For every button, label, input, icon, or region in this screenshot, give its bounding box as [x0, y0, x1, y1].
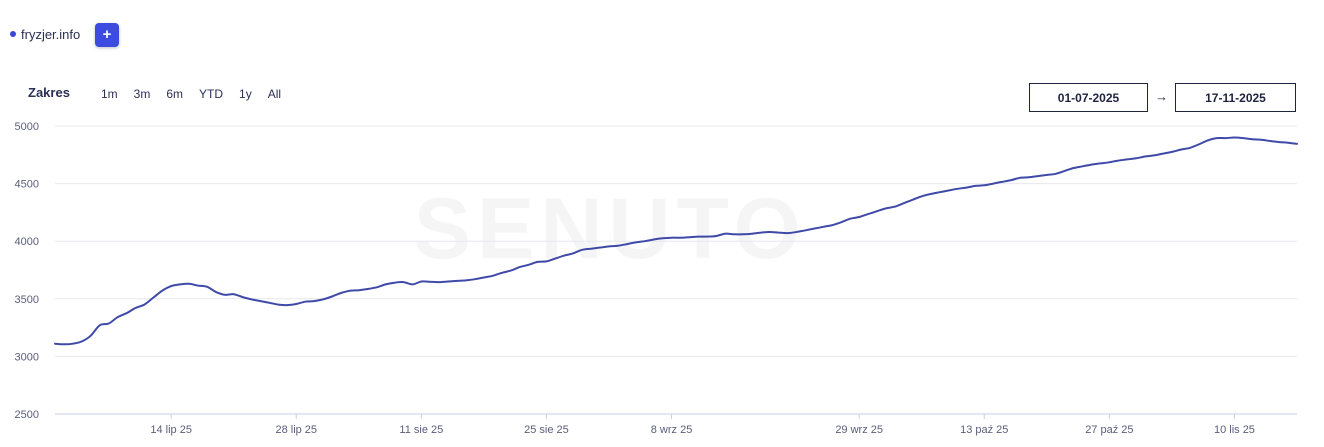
x-tick-label: 27 paź 25 — [1085, 424, 1133, 436]
y-tick-label: 5000 — [15, 121, 39, 133]
range-option-ytd[interactable]: YTD — [199, 87, 224, 101]
range-options: 1m 3m 6m YTD 1y All — [93, 87, 289, 101]
date-to-input[interactable]: 17-11-2025 — [1175, 83, 1296, 112]
range-option-1m[interactable]: 1m — [101, 87, 118, 101]
legend-label[interactable]: fryzjer.info — [21, 26, 81, 42]
range-option-3m[interactable]: 3m — [133, 87, 151, 101]
y-axis: 2500 3000 3500 4000 4500 5000 — [15, 121, 39, 421]
y-tick-label: 4000 — [15, 236, 39, 248]
x-tick-label: 25 sie 25 — [524, 424, 569, 436]
add-domain-button[interactable]: + — [95, 23, 119, 47]
x-tick-label: 28 lip 25 — [275, 424, 317, 436]
x-axis: 14 lip 25 28 lip 25 11 sie 25 25 sie 25 8 wr… — [150, 414, 1255, 436]
date-from-input[interactable]: 01-07-2025 — [1029, 83, 1148, 112]
y-tick-label: 3000 — [15, 351, 39, 363]
y-tick-label: 4500 — [15, 179, 39, 191]
y-tick-label: 3500 — [15, 294, 39, 306]
x-tick-label: 11 sie 25 — [399, 424, 443, 436]
range-option-1y[interactable]: 1y — [239, 87, 252, 101]
series-line-fryzjer-info — [54, 136, 1298, 346]
y-tick-label: 2500 — [15, 409, 39, 421]
x-tick-label: 29 wrz 25 — [835, 424, 883, 436]
range-option-6m[interactable]: 6m — [166, 87, 184, 101]
x-tick-label: 10 lis 25 — [1214, 424, 1255, 436]
x-tick-label: 13 paź 25 — [960, 424, 1008, 436]
watermark: SENUTO — [414, 181, 807, 277]
range-option-all[interactable]: All — [267, 87, 282, 101]
x-tick-label: 14 lip 25 — [150, 424, 192, 436]
chart-grid — [55, 125, 1297, 415]
legend[interactable]: fryzjer.info — [10, 22, 80, 46]
legend-dot-icon — [10, 31, 16, 37]
range-title: Zakres — [28, 85, 70, 100]
date-arrow-icon: → — [1155, 89, 1168, 104]
x-tick-label: 8 wrz 25 — [651, 424, 693, 436]
